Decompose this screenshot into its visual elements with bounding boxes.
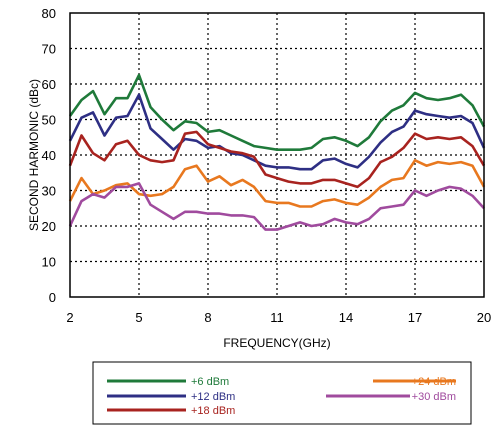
legend-label: +6 dBm xyxy=(191,376,229,388)
legend: +6 dBm +12 dBm +18 dBm +24 dBm +30 dBm xyxy=(107,376,456,417)
plot-frame xyxy=(69,12,485,298)
series-lines xyxy=(68,73,486,231)
y-tick-labels: 0 10 20 30 40 50 60 70 80 xyxy=(42,6,56,305)
x-tick-label: 8 xyxy=(204,310,211,325)
y-tick-label: 60 xyxy=(42,77,56,92)
x-axis-title: FREQUENCY(GHz) xyxy=(223,336,330,350)
series-line xyxy=(68,159,486,208)
series-line xyxy=(68,73,486,151)
y-tick-label: 70 xyxy=(42,42,56,57)
series-line xyxy=(68,182,485,231)
x-tick-label: 2 xyxy=(66,310,73,325)
grid-lines xyxy=(70,13,484,297)
y-tick-label: 20 xyxy=(42,219,56,234)
x-tick-label: 20 xyxy=(477,310,491,325)
series-line xyxy=(68,130,486,189)
y-tick-label: 10 xyxy=(42,255,56,270)
legend-box xyxy=(92,361,472,425)
x-tick-label: 11 xyxy=(270,310,284,325)
y-axis-title: SECOND HARMONIC (dBc) xyxy=(27,79,41,231)
y-tick-label: 0 xyxy=(49,290,56,305)
x-tick-label: 17 xyxy=(408,310,422,325)
legend-label: +18 dBm xyxy=(191,405,235,417)
x-tick-labels: 2 5 8 11 14 17 20 xyxy=(66,310,491,325)
y-tick-label: 50 xyxy=(42,113,56,128)
legend-label: +12 dBm xyxy=(191,391,235,403)
y-tick-label: 30 xyxy=(42,184,56,199)
y-tick-label: 40 xyxy=(42,148,56,163)
legend-label: +30 dBm xyxy=(412,391,456,403)
y-tick-label: 80 xyxy=(42,6,56,21)
x-tick-label: 14 xyxy=(339,310,353,325)
series-line xyxy=(68,93,486,171)
legend-label: +24 dBm xyxy=(412,376,456,388)
x-tick-label: 5 xyxy=(135,310,142,325)
